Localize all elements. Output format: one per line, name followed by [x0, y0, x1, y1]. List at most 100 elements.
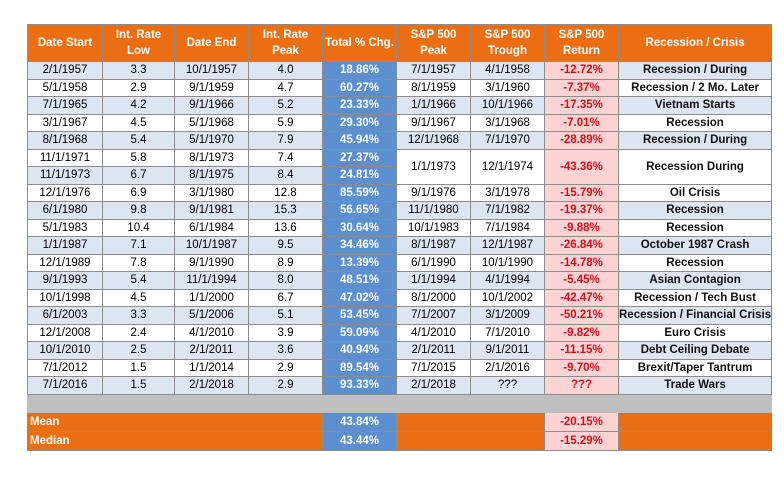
- total-change-cell: 47.02%: [322, 288, 397, 307]
- crisis-cell: Euro Crisis: [617, 323, 773, 342]
- sp500-return-cell: -19.37%: [544, 201, 619, 220]
- crisis-cell: Recession / During: [617, 61, 773, 80]
- rate-low-cell: 2.4: [102, 323, 175, 342]
- table-row: 3/1/1967 4.5 5/1/1968 5.9 29.30% 9/1/1967 3/1/…: [27, 113, 773, 132]
- total-change-cell: 30.64%: [322, 218, 397, 237]
- header-date-end: Date End: [174, 24, 249, 62]
- crisis-cell: Recession: [617, 113, 773, 132]
- table-row: 7/1/2012 1.5 1/1/2014 2.9 89.54% 7/1/2015 2/1/…: [27, 358, 773, 377]
- sp500-trough-cell: 3/1/1960: [470, 78, 545, 97]
- sp500-peak-cell: 12/1/1968: [396, 131, 471, 150]
- sp500-trough-cell: 12/1/1974: [470, 148, 545, 185]
- total-change-cell: 93.33%: [322, 376, 397, 395]
- rate-peak-cell: 13.6: [248, 218, 323, 237]
- sp500-return-cell: -28.89%: [544, 131, 619, 150]
- date-end-cell: 10/1/1957: [174, 61, 249, 80]
- rate-low-cell: 4.5: [102, 113, 175, 132]
- total-change-cell: 59.09%: [322, 323, 397, 342]
- rate-low-cell: 10.4: [102, 218, 175, 237]
- sp500-trough-cell: 9/1/2011: [470, 341, 545, 360]
- date-start-cell: 7/1/2016: [27, 376, 103, 395]
- header-int-rate-low: Int. Rate Low: [102, 24, 175, 62]
- date-start-cell: 7/1/1965: [27, 96, 103, 115]
- sp500-peak-cell: 4/1/2010: [396, 323, 471, 342]
- sp500-peak-cell: 8/1/1987: [396, 236, 471, 255]
- sp500-trough-cell: 10/1/1966: [470, 96, 545, 115]
- sp500-peak-cell: 8/1/1959: [396, 78, 471, 97]
- sp500-trough-cell: 7/1/1984: [470, 218, 545, 237]
- date-end-cell: 3/1/1980: [174, 183, 249, 202]
- table-row: 8/1/1968 5.4 5/1/1970 7.9 45.94% 12/1/1968 7/1…: [27, 131, 773, 150]
- rate-cycle-table: Date Start Int. Rate Low Date End Int. Ra…: [26, 24, 773, 451]
- header-sp500-peak: S&P 500 Peak: [396, 24, 471, 62]
- table-row: 5/1/1958 2.9 9/1/1959 4.7 60.27% 8/1/1959 3/1/…: [27, 78, 773, 97]
- date-end-cell: 5/1/1968: [174, 113, 249, 132]
- total-change-cell: 45.94%: [322, 131, 397, 150]
- total-change-cell: 60.27%: [322, 78, 397, 97]
- rate-low-cell: 6.9: [102, 183, 175, 202]
- date-end-cell: 9/1/1966: [174, 96, 249, 115]
- sp500-trough-cell: 7/1/1982: [470, 201, 545, 220]
- date-start-cell: 2/1/1957: [27, 61, 103, 80]
- table-row: 11/1/1971 5.8 8/1/1973 7.4 27.37% 1/1/1973 12/…: [27, 148, 773, 185]
- sp500-trough-cell: 4/1/1958: [470, 61, 545, 80]
- sp500-trough-cell: 3/1/1968: [470, 113, 545, 132]
- rate-low-cell: 3.3: [102, 306, 175, 325]
- sp500-peak-cell: 7/1/1957: [396, 61, 471, 80]
- rate-peak-cell: 4.0: [248, 61, 323, 80]
- rate-low-cell: 7.8: [102, 253, 175, 272]
- sp500-peak-cell: 2/1/2011: [396, 341, 471, 360]
- table-row: 12/1/1976 6.9 3/1/1980 12.8 85.59% 9/1/1976 3/…: [27, 183, 773, 202]
- date-start-cell: 1/1/1987: [27, 236, 103, 255]
- rate-peak-cell: 3.6: [248, 341, 323, 360]
- crisis-cell: Asian Contagion: [617, 271, 773, 290]
- summary-row-median: Median 43.44% -15.29%: [27, 430, 773, 451]
- date-start-cell: 7/1/2012: [27, 358, 103, 377]
- sp500-peak-cell: 9/1/1976: [396, 183, 471, 202]
- sp500-trough-cell: ???: [470, 376, 545, 395]
- sp500-peak-cell: 7/1/2015: [396, 358, 471, 377]
- rate-low-cell: 5.8: [102, 148, 175, 167]
- sp500-trough-cell: 2/1/2016: [470, 358, 545, 377]
- rate-peak-cell: 7.4: [248, 148, 323, 167]
- sp500-trough-cell: 7/1/2010: [470, 323, 545, 342]
- sp500-trough-cell: 4/1/1994: [470, 271, 545, 290]
- total-change-cell: 56.65%: [322, 201, 397, 220]
- date-end-cell: 1/1/2014: [174, 358, 249, 377]
- date-end-cell: 6/1/1984: [174, 218, 249, 237]
- total-change-cell: 40.94%: [322, 341, 397, 360]
- rate-low-cell: 2.9: [102, 78, 175, 97]
- sp500-return-cell: -15.79%: [544, 183, 619, 202]
- date-start-cell: 12/1/1989: [27, 253, 103, 272]
- summary-total-change: 43.44%: [322, 430, 397, 451]
- crisis-cell: Recession During: [617, 148, 773, 185]
- rate-low-cell: 1.5: [102, 376, 175, 395]
- total-change-cell: 24.81%: [322, 166, 397, 185]
- crisis-cell: Recession / During: [617, 131, 773, 150]
- date-start-cell: 11/1/1971: [27, 148, 103, 167]
- header-row: Date Start Int. Rate Low Date End Int. Ra…: [27, 24, 773, 62]
- sp500-return-cell: -7.37%: [544, 78, 619, 97]
- rate-peak-cell: 8.9: [248, 253, 323, 272]
- total-change-cell: 18.86%: [322, 61, 397, 80]
- total-change-cell: 29.30%: [322, 113, 397, 132]
- sp500-peak-cell: 1/1/1973: [396, 148, 471, 185]
- table-row: 12/1/2008 2.4 4/1/2010 3.9 59.09% 4/1/2010 7/1…: [27, 323, 773, 342]
- total-change-cell: 34.46%: [322, 236, 397, 255]
- rate-peak-cell: 6.7: [248, 288, 323, 307]
- rate-low-cell: 1.5: [102, 358, 175, 377]
- summary-blank: [396, 411, 545, 432]
- rate-peak-cell: 5.9: [248, 113, 323, 132]
- sp500-return-cell: -9.70%: [544, 358, 619, 377]
- date-start-cell: 6/1/1980: [27, 201, 103, 220]
- sp500-return-cell: -7.01%: [544, 113, 619, 132]
- table-row: 2/1/1957 3.3 10/1/1957 4.0 18.86% 7/1/1957 4/1…: [27, 61, 773, 80]
- sp500-peak-cell: 11/1/1980: [396, 201, 471, 220]
- rate-peak-cell: 5.1: [248, 306, 323, 325]
- rate-low-cell: 9.8: [102, 201, 175, 220]
- date-end-cell: 9/1/1990: [174, 253, 249, 272]
- crisis-cell: Brexit/Taper Tantrum: [617, 358, 773, 377]
- summary-row-mean: Mean 43.84% -20.15%: [27, 411, 773, 432]
- summary-sp500-return: -20.15%: [544, 411, 619, 432]
- summary-blank: [617, 411, 773, 432]
